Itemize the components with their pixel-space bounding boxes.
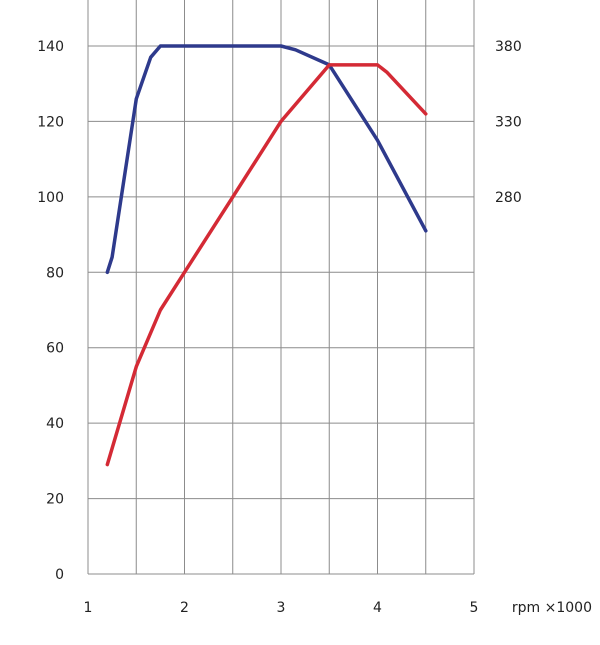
grid-lines [87, 0, 475, 574]
x-tick-label: 1 [84, 600, 93, 616]
right-tick-label: 330 [495, 114, 522, 130]
right-tick-label: 380 [495, 39, 522, 55]
x-tick-label: 2 [180, 600, 189, 616]
x-tick-label: 3 [277, 600, 286, 616]
x-axis-label: rpm ×1000 [512, 600, 592, 616]
left-tick-label: 140 [37, 39, 64, 55]
right-tick-labels: 280 330 380 [495, 39, 522, 206]
left-tick-label: 20 [46, 492, 64, 508]
left-tick-label: 80 [46, 265, 64, 281]
axis-lines [88, 0, 475, 575]
x-tick-labels: 1 2 3 4 5 [84, 600, 479, 616]
left-tick-label: 40 [46, 416, 64, 432]
series-line-1 [105, 44, 428, 275]
left-tick-label: 120 [37, 114, 64, 130]
x-tick-label: 5 [470, 600, 479, 616]
x-tick-label: 4 [373, 600, 382, 616]
series-layer [105, 44, 428, 467]
left-tick-label: 100 [37, 190, 64, 206]
right-tick-label: 280 [495, 190, 522, 206]
series-line-2 [105, 63, 428, 467]
left-tick-label: 60 [46, 341, 64, 357]
left-tick-labels: 0 20 40 60 80 100 120 140 [37, 39, 64, 583]
left-tick-label: 0 [55, 567, 64, 583]
